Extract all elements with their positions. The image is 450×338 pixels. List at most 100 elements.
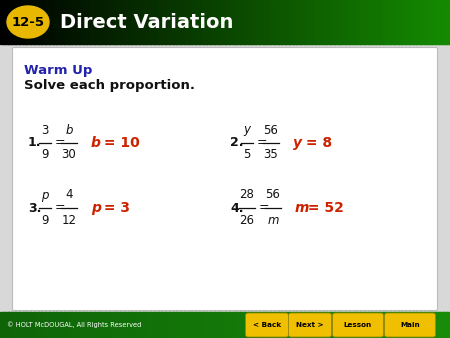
Bar (311, 312, 316, 338)
Bar (386, 0, 391, 44)
Bar (300, 312, 305, 338)
Text: = 3: = 3 (99, 201, 130, 215)
FancyBboxPatch shape (384, 313, 436, 337)
Text: =: = (55, 201, 65, 215)
Bar (289, 312, 293, 338)
Bar (169, 312, 174, 338)
Bar (428, 312, 432, 338)
Bar (135, 312, 140, 338)
Bar (101, 0, 106, 44)
Bar (56, 0, 61, 44)
Text: m: m (295, 201, 310, 215)
Bar (446, 312, 450, 338)
Bar (161, 0, 166, 44)
Bar (375, 0, 380, 44)
Bar (199, 312, 203, 338)
Bar (154, 0, 158, 44)
Bar (191, 312, 196, 338)
Ellipse shape (7, 6, 49, 38)
Bar (229, 0, 234, 44)
Bar (184, 312, 189, 338)
Bar (274, 0, 279, 44)
Bar (98, 0, 102, 44)
Bar (45, 312, 50, 338)
Bar (127, 0, 132, 44)
Bar (292, 0, 297, 44)
Bar (8, 312, 12, 338)
Bar (285, 0, 290, 44)
Text: 12: 12 (62, 214, 76, 226)
Bar (53, 0, 57, 44)
Bar (143, 312, 147, 338)
Bar (176, 312, 181, 338)
Bar (259, 312, 264, 338)
Bar (22, 312, 27, 338)
Bar (416, 312, 421, 338)
FancyBboxPatch shape (333, 313, 383, 337)
Bar (255, 312, 260, 338)
Text: m: m (267, 214, 279, 226)
Bar (41, 312, 46, 338)
Bar (409, 312, 414, 338)
Bar (195, 0, 200, 44)
FancyBboxPatch shape (13, 48, 437, 311)
Bar (68, 0, 72, 44)
Bar (124, 0, 129, 44)
Bar (446, 0, 450, 44)
Text: y: y (243, 123, 251, 137)
Bar (199, 0, 203, 44)
Text: < Back: < Back (253, 322, 281, 328)
Bar (397, 312, 402, 338)
Bar (435, 0, 440, 44)
Bar (330, 0, 335, 44)
Bar (0, 312, 5, 338)
Bar (176, 0, 181, 44)
Bar (71, 0, 76, 44)
Text: 2.: 2. (230, 137, 243, 149)
Bar (172, 312, 177, 338)
Bar (236, 312, 241, 338)
Bar (15, 312, 20, 338)
Bar (307, 0, 312, 44)
Text: Main: Main (400, 322, 420, 328)
Bar (251, 0, 256, 44)
Bar (270, 312, 275, 338)
Bar (248, 312, 252, 338)
Bar (0, 0, 5, 44)
Bar (49, 312, 54, 338)
Bar (94, 0, 99, 44)
Bar (311, 0, 316, 44)
Bar (379, 312, 383, 338)
Bar (233, 312, 237, 338)
Bar (146, 312, 151, 338)
Bar (202, 0, 207, 44)
Bar (82, 0, 87, 44)
Text: © HOLT McDOUGAL, All Rights Reserved: © HOLT McDOUGAL, All Rights Reserved (7, 322, 141, 328)
Bar (315, 312, 320, 338)
Bar (22, 0, 27, 44)
Bar (165, 312, 170, 338)
Bar (139, 312, 144, 338)
Bar (368, 312, 372, 338)
Bar (30, 312, 35, 338)
Bar (413, 312, 417, 338)
Bar (319, 0, 324, 44)
FancyBboxPatch shape (246, 313, 288, 337)
Bar (307, 312, 312, 338)
Bar (146, 0, 151, 44)
Bar (397, 0, 402, 44)
Bar (131, 312, 136, 338)
Bar (334, 0, 338, 44)
Bar (371, 312, 376, 338)
Bar (428, 0, 432, 44)
Bar (304, 0, 309, 44)
Bar (382, 0, 387, 44)
Bar (19, 312, 23, 338)
Bar (217, 0, 222, 44)
Bar (37, 312, 42, 338)
Bar (319, 312, 324, 338)
Bar (225, 312, 230, 338)
Bar (41, 0, 46, 44)
Bar (120, 312, 125, 338)
Bar (105, 0, 110, 44)
